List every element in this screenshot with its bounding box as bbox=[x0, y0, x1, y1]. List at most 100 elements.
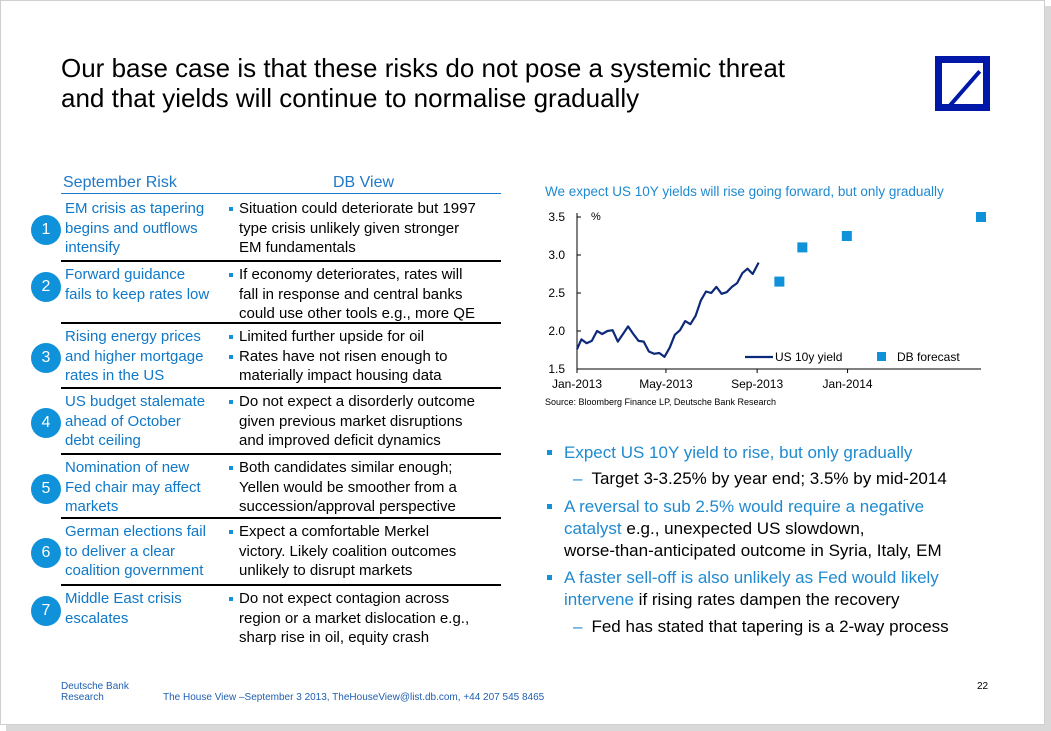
db-view-line: type crisis unlikely given stronger bbox=[239, 219, 460, 237]
risk-label: EM crisis as tapering begins and outflows… bbox=[65, 199, 225, 258]
risk-label: German elections fail to deliver a clear c… bbox=[65, 522, 225, 581]
risk-number-badge: 2 bbox=[31, 271, 61, 302]
sub-bullet-3: – Fed has stated that tapering is a 2-way… bbox=[573, 616, 949, 638]
risk-label-line: coalition government bbox=[65, 562, 204, 579]
db-view-line: fall in response and central banks bbox=[239, 285, 463, 303]
x-tick-label: Jan-2014 bbox=[823, 377, 873, 391]
y-tick-label: 3.0 bbox=[548, 248, 565, 262]
risk-label: Rising energy prices and higher mortgage r… bbox=[65, 327, 225, 386]
header-db-view: DB View bbox=[333, 174, 395, 191]
risk-label: Nomination of new Fed chair may affect mar… bbox=[65, 458, 225, 517]
row-divider bbox=[61, 584, 501, 586]
db-forecast-point bbox=[841, 231, 852, 241]
bullet-3-line-2: if rising rates dampen the recovery bbox=[633, 590, 900, 609]
db-view-line: victory. Likely coalition outcomes bbox=[239, 542, 457, 560]
row-divider bbox=[61, 322, 501, 324]
page-title: Our base case is that these risks do not… bbox=[61, 53, 921, 113]
risk-label-line: fails to keep rates low bbox=[65, 285, 210, 303]
yield-chart: 1.5 2.0 2.5 3.0 3.5 % Jan-2013 May-2013 Sep-2013… bbox=[548, 210, 986, 391]
risk-row: 6 German elections fail to deliver a clear… bbox=[31, 519, 501, 586]
row-divider bbox=[61, 260, 501, 262]
header-underline bbox=[61, 193, 501, 194]
bullet-2-line-1: A reversal to sub 2.5% would require a n… bbox=[564, 497, 925, 516]
y-tick-label: 3.5 bbox=[548, 210, 565, 224]
risk-label-line: EM crisis as tapering bbox=[65, 200, 205, 217]
risk-label-line: to deliver a clear bbox=[65, 542, 176, 560]
db-view-line: region or a market dislocation e.g., bbox=[239, 609, 470, 627]
db-forecast-point bbox=[774, 276, 785, 287]
db-view-line: Situation could deteriorate but 1997 bbox=[227, 199, 507, 219]
risk-row: 1 EM crisis as tapering begins and outflow… bbox=[31, 196, 501, 262]
x-tick-label: May-2013 bbox=[639, 377, 693, 391]
title-line-1: Our base case is that these risks do not… bbox=[61, 53, 786, 83]
bullet-3-intervene: intervene bbox=[564, 590, 634, 609]
legend-square-swatch bbox=[877, 352, 886, 361]
y-axis-label: % bbox=[591, 211, 601, 223]
db-view-line: succession/approval perspective bbox=[239, 498, 456, 515]
risk-label-line: rates in the US bbox=[65, 367, 165, 384]
page-number: 22 bbox=[977, 681, 989, 692]
risk-row: 2 Forward guidance fails to keep rates low… bbox=[31, 262, 501, 324]
footer-brand: Deutsche Bank Research bbox=[61, 681, 129, 703]
db-view: Both candidates similar enough; Yellen wo… bbox=[227, 458, 507, 517]
us-10y-yield-line bbox=[575, 262, 760, 358]
risk-label-line: markets bbox=[65, 498, 119, 515]
risk-row: 3 Rising energy prices and higher mortgage… bbox=[31, 324, 501, 389]
sub-bullet-3-text: Fed has stated that tapering is a 2-way … bbox=[591, 617, 949, 636]
db-view-line: materially impact housing data bbox=[239, 367, 442, 384]
footer-brand-line-1: Deutsche Bank bbox=[61, 681, 129, 692]
db-forecast-point bbox=[797, 242, 808, 253]
risk-label-line: and higher mortgage bbox=[65, 347, 204, 365]
db-view: Limited further upside for oil Rates have… bbox=[227, 327, 507, 386]
row-divider bbox=[61, 387, 501, 389]
db-forecast-point bbox=[976, 212, 986, 222]
risk-number-badge: 6 bbox=[31, 538, 61, 568]
row-divider bbox=[61, 517, 501, 519]
risk-number-badge: 7 bbox=[31, 595, 61, 626]
deutsche-bank-logo bbox=[935, 56, 990, 112]
risk-label-line: Rising energy prices bbox=[65, 328, 201, 345]
bullet-2-catalyst: catalyst bbox=[564, 519, 622, 538]
risk-label-line: begins and outflows bbox=[65, 219, 198, 237]
db-view: Expect a comfortable Merkel victory. Like… bbox=[227, 522, 507, 581]
bullet-3-line-1: A faster sell-off is also unlikely as Fe… bbox=[564, 568, 939, 587]
title-line-2: and that yields will continue to normali… bbox=[61, 83, 640, 113]
risk-number-badge: 1 bbox=[31, 215, 61, 245]
risk-row: 5 Nomination of new Fed chair may affect ma… bbox=[31, 455, 501, 519]
risk-row: 4 US budget stalemate ahead of October debt… bbox=[31, 389, 501, 455]
bullet-2-line-2: e.g., unexpected US slowdown, bbox=[621, 519, 865, 538]
risk-label-line: Middle East crisis bbox=[65, 590, 182, 607]
dash-icon: – bbox=[573, 469, 583, 488]
legend-db-forecast: DB forecast bbox=[897, 350, 960, 364]
db-view-line: Do not expect contagion across bbox=[227, 589, 507, 609]
sub-bullet-1: – Target 3-3.25% by year end; 3.5% by mid… bbox=[573, 468, 947, 490]
db-view-line: Expect a comfortable Merkel bbox=[227, 522, 507, 542]
dash-icon: – bbox=[573, 617, 583, 636]
bullet-square-icon bbox=[547, 450, 552, 455]
risk-label-line: US budget stalemate bbox=[65, 393, 206, 410]
chart-title: We expect US 10Y yields will rise going … bbox=[545, 184, 944, 199]
db-view-line: If economy deteriorates, rates will bbox=[227, 265, 507, 285]
sub-bullet-1-text: Target 3-3.25% by year end; 3.5% by mid-… bbox=[591, 469, 947, 488]
bullet-square-icon bbox=[547, 504, 552, 509]
db-view-line: could use other tools e.g., more QE bbox=[239, 305, 475, 322]
chart-source: Source: Bloomberg Finance LP, Deutsche B… bbox=[545, 397, 776, 407]
db-view-line: given previous market disruptions bbox=[239, 412, 463, 430]
risk-label-line: German elections fail bbox=[65, 523, 206, 540]
header-september-risk: September Risk bbox=[63, 174, 177, 191]
risk-number-badge: 3 bbox=[31, 343, 61, 373]
risk-label-line: Fed chair may affect bbox=[65, 478, 201, 496]
y-tick-label: 1.5 bbox=[548, 362, 565, 376]
db-view-line: Limited further upside for oil bbox=[227, 327, 507, 347]
risk-label-line: Forward guidance bbox=[65, 266, 186, 283]
risk-number-badge: 4 bbox=[31, 408, 61, 438]
db-view: Do not expect contagion across region or … bbox=[227, 589, 507, 648]
footer-text: The House View –September 3 2013, TheHou… bbox=[163, 692, 545, 703]
db-view-line: sharp rise in oil, equity crash bbox=[239, 629, 430, 646]
footer-brand-line-2: Research bbox=[61, 692, 104, 703]
y-tick-label: 2.0 bbox=[548, 324, 565, 338]
risk-number-badge: 5 bbox=[31, 474, 61, 504]
bullet-2-line-3: worse-than-anticipated outcome in Syria,… bbox=[564, 541, 942, 560]
risk-row: 7 Middle East crisis escalates Do not expec… bbox=[31, 586, 501, 648]
